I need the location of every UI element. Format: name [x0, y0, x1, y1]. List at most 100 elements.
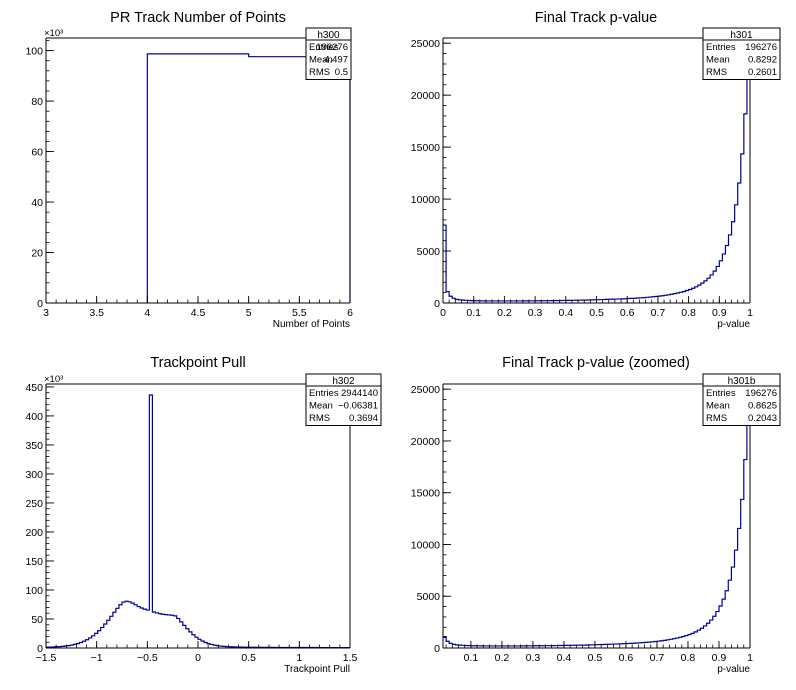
- stats-row-label: Entries: [309, 388, 339, 399]
- y-tick-label: 20000: [411, 436, 440, 448]
- y-exponent-label: ×10³: [44, 28, 63, 39]
- x-tick-label: 0.8: [681, 652, 696, 664]
- y-tick-label: 150: [25, 556, 43, 568]
- y-tick-label: 5000: [417, 591, 441, 603]
- x-tick-label: 1.5: [343, 652, 358, 664]
- x-tick-label: 0.6: [619, 652, 634, 664]
- x-axis-title: p-value: [717, 664, 750, 675]
- y-tick-label: 15000: [411, 142, 440, 154]
- x-tick-label: 0.4: [557, 652, 572, 664]
- y-exponent-label: ×10³: [44, 374, 63, 385]
- stats-row-label: RMS: [706, 413, 727, 424]
- y-tick-label: 350: [25, 440, 43, 452]
- stats-row-label: Mean: [706, 55, 730, 66]
- x-axis-title: Number of Points: [273, 319, 350, 330]
- stats-row-value: 196276: [745, 388, 777, 399]
- x-tick-label: −0.5: [137, 652, 158, 664]
- x-tick-label: 0.5: [241, 652, 256, 664]
- stats-row-label: Mean: [706, 401, 730, 412]
- histogram-panel-4: Final Track p-value (zoomed) 0.1 0.2 0.3 0.4…: [411, 355, 781, 675]
- stats-row-value: 0.8292: [748, 55, 777, 66]
- stats-box-name: h300: [317, 30, 340, 41]
- x-axis-title: Trackpoint Pull: [284, 664, 350, 675]
- y-tick-label: 5000: [417, 246, 441, 258]
- stats-box-frame: [702, 27, 781, 80]
- x-tick-label: 0.2: [495, 652, 510, 664]
- x-tick-label: 5.5: [292, 307, 307, 319]
- x-tick-label: 5: [246, 307, 252, 319]
- stats-row-label: Mean: [309, 55, 333, 66]
- chart-title: Final Track p-value: [535, 10, 658, 26]
- x-tick-label: 0.6: [620, 307, 635, 319]
- x-tick-label: 3.5: [89, 307, 104, 319]
- y-tick-label: 80: [31, 96, 43, 108]
- x-tick-label: 0.5: [589, 307, 604, 319]
- y-tick-label: 300: [25, 469, 43, 481]
- stats-row-value: 0.2043: [748, 413, 777, 424]
- stats-row-value: 0.5: [335, 67, 348, 78]
- x-tick-label: 4: [144, 307, 150, 319]
- x-tick-label: −1.5: [36, 652, 57, 664]
- x-tick-label: 1: [747, 652, 753, 664]
- stats-row-label: RMS: [309, 67, 330, 78]
- chart-title: Final Track p-value (zoomed): [502, 355, 690, 371]
- stats-box-frame: [305, 27, 352, 80]
- stats-row-label: RMS: [309, 413, 330, 424]
- y-tick-label: 0: [37, 643, 43, 655]
- y-tick-label: 25000: [411, 38, 440, 50]
- y-tick-label: 20: [31, 248, 43, 260]
- x-tick-label: −1: [91, 652, 103, 664]
- stats-box-frame: [305, 373, 382, 426]
- x-tick-label: 1: [296, 652, 302, 664]
- stats-row-value: 0.8625: [748, 401, 777, 412]
- stats-row-value: 4.497: [324, 55, 348, 66]
- y-tick-label: 10000: [411, 539, 440, 551]
- x-tick-label: 4.5: [191, 307, 206, 319]
- y-tick-label: 450: [25, 382, 43, 394]
- x-tick-label: 6: [347, 307, 353, 319]
- stats-row-label: Entries: [309, 42, 339, 53]
- stats-row-value: −0.06381: [338, 401, 378, 412]
- histogram-line: [443, 58, 750, 302]
- x-tick-label: 0: [440, 307, 446, 319]
- stats-row-value: 2944140: [341, 388, 378, 399]
- chart-title: PR Track Number of Points: [110, 10, 286, 26]
- x-tick-label: 0.1: [464, 652, 479, 664]
- y-tick-label: 25000: [411, 384, 440, 396]
- x-tick-label: 0.9: [712, 307, 727, 319]
- stats-row-label: Entries: [706, 388, 736, 399]
- stats-row-label: Entries: [706, 42, 736, 53]
- y-tick-label: 0: [37, 298, 43, 310]
- stats-row-value: 0.2601: [748, 67, 777, 78]
- y-tick-label: 400: [25, 411, 43, 423]
- x-tick-label: 0.7: [651, 307, 666, 319]
- y-tick-label: 100: [25, 46, 43, 58]
- x-axis-title: p-value: [717, 319, 750, 330]
- histogram-line: [146, 53, 351, 303]
- x-tick-label: 3: [43, 307, 49, 319]
- stats-box-name: h301b: [728, 376, 756, 387]
- x-tick-label: 1: [747, 307, 753, 319]
- histogram-line: [443, 404, 750, 647]
- y-tick-label: 0: [434, 298, 440, 310]
- histogram-line: [46, 394, 350, 649]
- stats-row-label: RMS: [706, 67, 727, 78]
- y-tick-label: 60: [31, 147, 43, 159]
- stats-box-frame: [702, 373, 781, 426]
- x-tick-label: 0.7: [650, 652, 665, 664]
- y-tick-label: 40: [31, 197, 43, 209]
- stats-row-value: 0.3694: [349, 413, 378, 424]
- x-tick-label: 0.8: [681, 307, 696, 319]
- stats-box-name: h302: [332, 376, 355, 387]
- stats-row-value: 196276: [745, 42, 777, 53]
- y-tick-label: 10000: [411, 194, 440, 206]
- y-tick-label: 100: [25, 585, 43, 597]
- x-tick-label: 0: [195, 652, 201, 664]
- chart-title: Trackpoint Pull: [150, 355, 245, 371]
